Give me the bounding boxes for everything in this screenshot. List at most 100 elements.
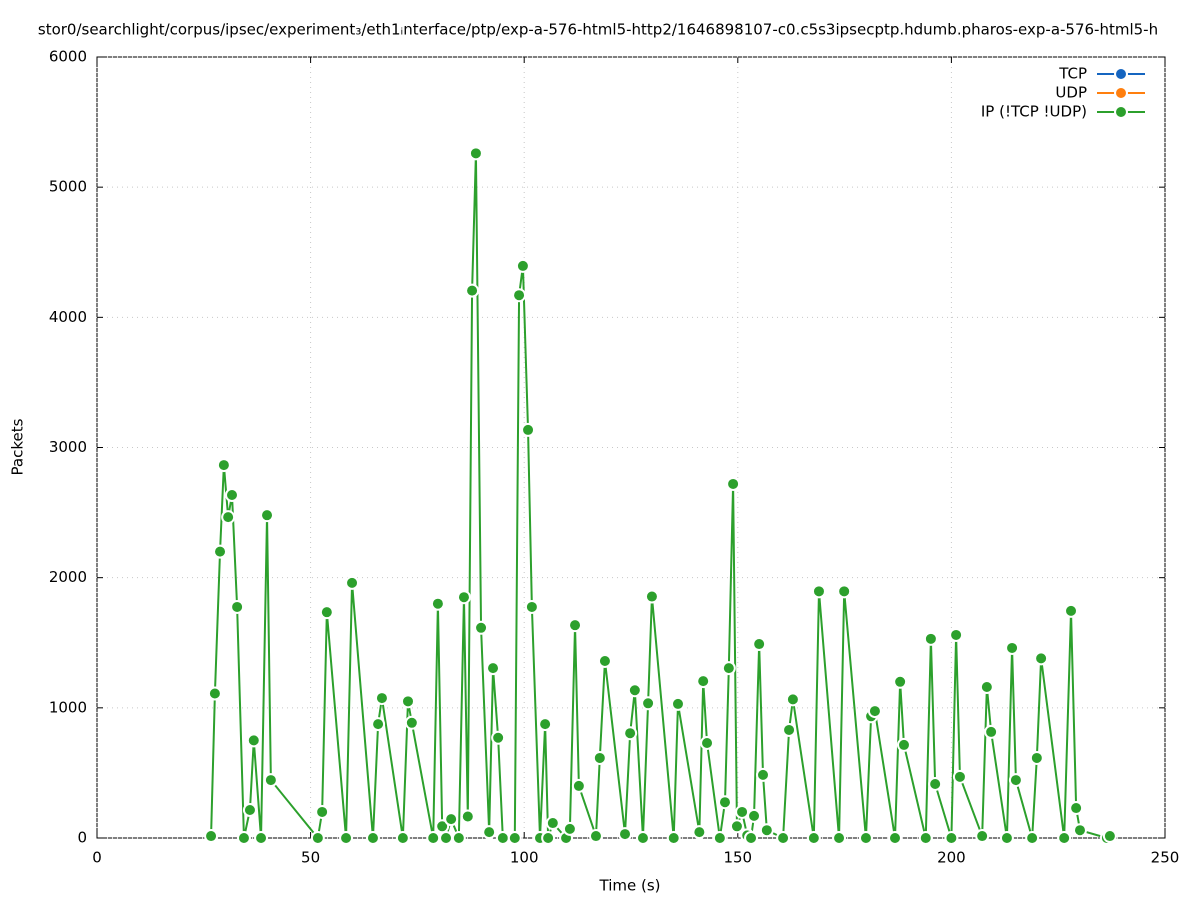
- data-point: [474, 620, 489, 635]
- data-point: [811, 584, 826, 599]
- x-tick-label: 150: [723, 849, 752, 867]
- data-point: [395, 831, 410, 845]
- data-point: [430, 596, 445, 611]
- data-point: [213, 544, 228, 559]
- data-point: [984, 724, 999, 739]
- data-point: [521, 422, 536, 437]
- data-point: [236, 831, 251, 845]
- x-axis-label: Time (s): [599, 877, 661, 895]
- data-point: [776, 831, 791, 845]
- data-point: [747, 808, 762, 823]
- x-tick-label: 200: [937, 849, 966, 867]
- chart-title: stor0/searchlight/corpus/ipsec/experimen…: [38, 21, 1158, 39]
- data-point: [426, 831, 441, 845]
- data-point: [456, 590, 471, 605]
- x-tick-label: 50: [301, 849, 320, 867]
- data-point: [538, 717, 553, 732]
- data-point: [439, 831, 454, 845]
- legend-marker: [1114, 105, 1128, 119]
- data-point: [888, 831, 903, 845]
- data-point: [1072, 823, 1087, 838]
- data-point: [756, 767, 771, 782]
- data-point: [717, 795, 732, 810]
- data-point: [949, 627, 964, 642]
- data-point: [1025, 831, 1040, 845]
- data-point: [486, 661, 501, 676]
- data-point: [867, 704, 882, 719]
- data-point: [726, 476, 741, 491]
- data-point: [468, 146, 483, 161]
- x-tick-label: 0: [92, 849, 102, 867]
- data-point: [644, 589, 659, 604]
- data-point: [806, 831, 821, 845]
- data-point: [721, 661, 736, 676]
- x-tick-label: 250: [1151, 849, 1180, 867]
- data-point: [541, 831, 556, 845]
- data-point: [404, 715, 419, 730]
- legend-marker: [1114, 67, 1128, 81]
- data-point: [858, 831, 873, 845]
- legend-marker: [1114, 86, 1128, 100]
- data-point: [597, 653, 612, 668]
- y-tick-label: 5000: [49, 178, 87, 196]
- data-point: [729, 819, 744, 834]
- data-point: [692, 825, 707, 840]
- data-point: [230, 599, 245, 614]
- data-point: [507, 831, 522, 845]
- data-point: [562, 821, 577, 836]
- data-point: [260, 508, 275, 523]
- data-point: [666, 831, 681, 845]
- data-point: [999, 831, 1014, 845]
- data-point: [365, 831, 380, 845]
- x-tick-label: 100: [510, 849, 539, 867]
- data-point: [588, 829, 603, 844]
- data-point: [263, 773, 278, 788]
- y-tick-label: 1000: [49, 698, 87, 716]
- data-point: [759, 823, 774, 838]
- data-point: [641, 696, 656, 711]
- data-point: [1102, 829, 1117, 844]
- y-tick-label: 6000: [49, 48, 87, 66]
- legend-label: UDP: [1055, 84, 1087, 102]
- data-point: [310, 831, 325, 845]
- data-point: [1029, 750, 1044, 765]
- data-point: [246, 733, 261, 748]
- data-point: [979, 680, 994, 695]
- data-point: [627, 683, 642, 698]
- data-point: [752, 637, 767, 652]
- data-point: [712, 831, 727, 845]
- data-point: [952, 769, 967, 784]
- data-point: [923, 631, 938, 646]
- data-point: [1069, 801, 1084, 816]
- data-point: [339, 831, 354, 845]
- data-point: [1034, 651, 1049, 666]
- data-point: [618, 827, 633, 842]
- data-point: [893, 674, 908, 689]
- data-point: [696, 674, 711, 689]
- data-point: [571, 778, 586, 793]
- data-point: [1064, 603, 1079, 618]
- data-point: [512, 288, 527, 303]
- y-axis-label: Packets: [9, 418, 27, 475]
- data-point: [491, 730, 506, 745]
- data-point: [735, 804, 750, 819]
- data-point: [670, 696, 685, 711]
- data-point: [374, 691, 389, 706]
- data-point: [918, 831, 933, 845]
- data-point: [221, 510, 236, 525]
- data-point: [1057, 831, 1072, 845]
- data-point: [782, 722, 797, 737]
- data-point: [482, 825, 497, 840]
- data-point: [1005, 640, 1020, 655]
- data-point: [401, 694, 416, 709]
- data-point: [495, 831, 510, 845]
- data-point: [224, 488, 239, 503]
- data-point: [319, 605, 334, 620]
- y-tick-label: 4000: [49, 308, 87, 326]
- data-point: [975, 829, 990, 844]
- y-tick-label: 0: [77, 829, 87, 847]
- data-point: [444, 812, 459, 827]
- data-point: [744, 831, 759, 845]
- data-point: [545, 816, 560, 831]
- data-point: [635, 831, 650, 845]
